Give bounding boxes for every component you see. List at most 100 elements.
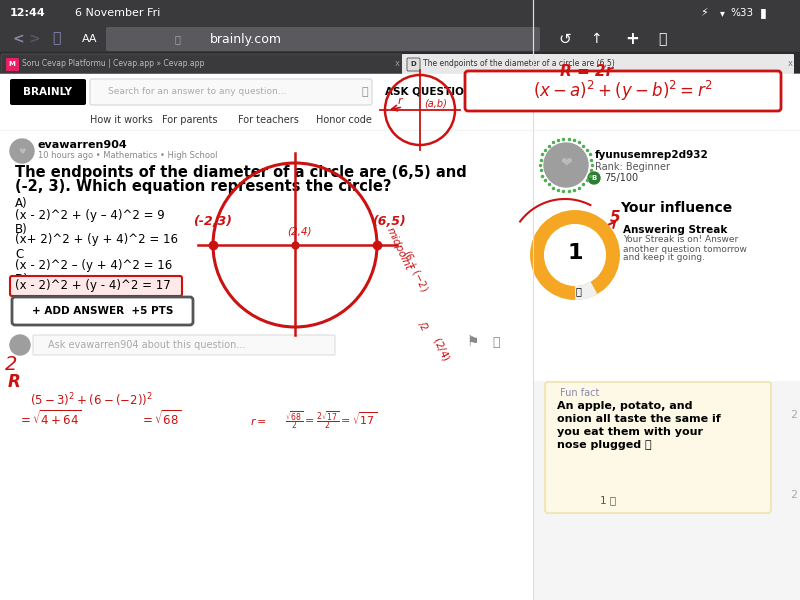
Text: +: + <box>625 30 639 48</box>
Text: $= \sqrt{68}$: $= \sqrt{68}$ <box>140 409 181 428</box>
Text: Rank: Beginner: Rank: Beginner <box>595 162 670 172</box>
Text: and keep it going.: and keep it going. <box>623 253 705 263</box>
Circle shape <box>537 217 613 293</box>
Text: $r=$: $r=$ <box>250 416 267 427</box>
Text: onion all taste the same if: onion all taste the same if <box>557 414 721 424</box>
Circle shape <box>588 172 600 184</box>
FancyBboxPatch shape <box>1 54 403 74</box>
Text: + ADD ANSWER  +5 PTS: + ADD ANSWER +5 PTS <box>32 306 174 316</box>
Text: ⧉: ⧉ <box>52 31 60 45</box>
Text: <: < <box>12 32 24 46</box>
Text: 75/100: 75/100 <box>604 173 638 183</box>
Text: (6,5): (6,5) <box>372 215 406 228</box>
FancyBboxPatch shape <box>465 71 781 111</box>
Bar <box>533 200 800 380</box>
Text: Search for an answer to any question...: Search for an answer to any question... <box>108 88 286 97</box>
Text: $(2/4)$: $(2/4)$ <box>430 335 453 364</box>
Text: $(x-a)^2+(y-b)^2=r^2$: $(x-a)^2+(y-b)^2=r^2$ <box>533 79 713 103</box>
Text: Your influence: Your influence <box>620 201 732 215</box>
Bar <box>0 74 800 600</box>
Text: The endpoints of the diameter of a circle are (6,5) and: The endpoints of the diameter of a circl… <box>15 164 466 179</box>
Text: (x - 2)^2 – (y + 4)^2 = 16: (x - 2)^2 – (y + 4)^2 = 16 <box>15 259 172 271</box>
Text: $(5-3)^2+(6-(-2))^2$: $(5-3)^2+(6-(-2))^2$ <box>30 391 153 409</box>
Bar <box>0 26 800 52</box>
Text: 12:44: 12:44 <box>10 8 46 18</box>
Text: $(6+(-2)$: $(6+(-2)$ <box>400 247 431 293</box>
Bar <box>533 130 800 600</box>
Text: fyunusemrep2d932: fyunusemrep2d932 <box>595 150 709 160</box>
Text: 1 🔥: 1 🔥 <box>600 495 616 505</box>
Text: (2,4): (2,4) <box>287 227 311 237</box>
Text: C: C <box>15 247 23 260</box>
Text: nose plugged 🔥: nose plugged 🔥 <box>557 440 652 450</box>
Text: another question tomorrow: another question tomorrow <box>623 245 747 253</box>
Text: %33: %33 <box>730 8 753 18</box>
Text: (-2, 3). Which equation represents the circle?: (-2, 3). Which equation represents the c… <box>15 179 391 194</box>
FancyBboxPatch shape <box>33 335 335 355</box>
Text: $\frac{\sqrt{68}}{2} = \frac{2\sqrt{17}}{2} = \sqrt{17}$: $\frac{\sqrt{68}}{2} = \frac{2\sqrt{17}}… <box>285 409 378 431</box>
Text: AA: AA <box>82 34 98 44</box>
Text: B: B <box>591 175 597 181</box>
Text: 5: 5 <box>610 210 621 225</box>
Circle shape <box>544 143 588 187</box>
Bar <box>0 74 800 110</box>
Text: $= \sqrt{4+64}$: $= \sqrt{4+64}$ <box>18 409 81 428</box>
Text: Answering Streak: Answering Streak <box>623 225 727 235</box>
Circle shape <box>10 139 34 163</box>
Text: ▾: ▾ <box>720 8 725 18</box>
FancyBboxPatch shape <box>10 79 86 105</box>
Text: B): B) <box>15 223 28 235</box>
Text: 6 November Fri: 6 November Fri <box>75 8 160 18</box>
Text: (x - 2)^2 + (y - 4)^2 = 17: (x - 2)^2 + (y - 4)^2 = 17 <box>15 280 170 292</box>
Text: x: x <box>395 59 400 68</box>
Text: How it works: How it works <box>90 115 153 125</box>
Text: >: > <box>28 32 40 46</box>
Text: ↺: ↺ <box>558 31 570 46</box>
Text: An apple, potato, and: An apple, potato, and <box>557 401 693 411</box>
FancyBboxPatch shape <box>106 27 540 51</box>
Text: you eat them with your: you eat them with your <box>557 427 703 437</box>
Bar <box>0 52 800 74</box>
Text: ⚡: ⚡ <box>700 8 708 18</box>
Text: M: M <box>9 61 15 67</box>
FancyBboxPatch shape <box>402 54 794 74</box>
Text: ↑: ↑ <box>590 32 602 46</box>
Text: Ask evawarren904 about this question...: Ask evawarren904 about this question... <box>48 340 246 350</box>
Text: ★: ★ <box>510 88 518 97</box>
Text: Your Streak is on! Answer: Your Streak is on! Answer <box>623 235 738 245</box>
Bar <box>0 0 800 26</box>
Text: Soru Cevap Platformu | Cevap.app » Cevap.app: Soru Cevap Platformu | Cevap.app » Cevap… <box>22 59 204 68</box>
Text: 2: 2 <box>790 410 797 420</box>
FancyBboxPatch shape <box>90 79 372 105</box>
Text: R = 2r: R = 2r <box>560 64 613 79</box>
Text: Fun fact: Fun fact <box>560 388 599 398</box>
Text: 🔍: 🔍 <box>362 87 369 97</box>
FancyBboxPatch shape <box>12 297 193 325</box>
Text: ▮: ▮ <box>760 7 767 19</box>
Text: brainly.com: brainly.com <box>210 32 282 46</box>
Text: 🔥: 🔥 <box>575 286 581 296</box>
Text: For teachers: For teachers <box>238 115 299 125</box>
FancyBboxPatch shape <box>10 276 182 296</box>
Text: 🔕: 🔕 <box>492 335 499 349</box>
Text: R: R <box>8 373 21 391</box>
FancyBboxPatch shape <box>530 78 616 106</box>
Text: midpoint: midpoint <box>385 226 414 272</box>
Circle shape <box>10 335 30 355</box>
Text: (-2,3): (-2,3) <box>193 215 232 228</box>
Text: ⧉: ⧉ <box>658 32 666 46</box>
Bar <box>0 110 800 130</box>
Text: (a,b): (a,b) <box>424 98 447 108</box>
Text: The endpoints of the diameter of a circle are (6,5): The endpoints of the diameter of a circl… <box>423 59 617 68</box>
Text: 2: 2 <box>790 490 797 500</box>
Text: evawarren904: evawarren904 <box>38 140 128 150</box>
Text: r: r <box>398 96 402 106</box>
Text: A): A) <box>15 197 28 211</box>
FancyBboxPatch shape <box>6 58 19 71</box>
Text: 1: 1 <box>567 243 582 263</box>
Text: $/2$: $/2$ <box>415 319 431 333</box>
Text: ❤: ❤ <box>560 155 572 169</box>
Bar <box>533 130 800 200</box>
Bar <box>0 130 533 600</box>
Text: 🔔: 🔔 <box>483 85 490 97</box>
